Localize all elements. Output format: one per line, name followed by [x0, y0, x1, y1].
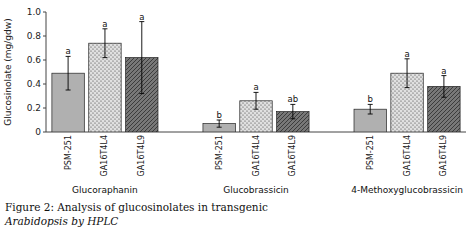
y-tick-label: 0.6	[27, 55, 42, 65]
error-bar-stem	[443, 76, 444, 98]
y-axis-line	[46, 12, 47, 132]
x-tick-label: PSM-251	[366, 135, 375, 170]
significance-label: a	[139, 12, 144, 22]
error-bar-cap	[441, 97, 446, 98]
error-bar	[290, 104, 295, 118]
bars	[52, 22, 460, 132]
labels: a PSM-251 b PSM-251 b PSM-251 a GA16T4L4 a GA16T4…	[64, 12, 449, 177]
x-tick-label: GA16T4L4	[100, 135, 109, 176]
chart: 0 0.2 0.4 0.6 0.8 1.0 Glucosinolate (mg/gdw) a P…	[0, 0, 474, 231]
x-tick-label: GA16T4L4	[403, 135, 412, 176]
significance-label: b	[216, 110, 221, 120]
group-label: Glucoraphanin	[72, 185, 138, 195]
y-tick-label: 0	[35, 127, 41, 137]
x-tick-label: PSM-251	[64, 135, 73, 170]
error-bar	[102, 29, 107, 58]
error-bar-cap	[66, 90, 71, 91]
error-bar-cap	[217, 127, 222, 128]
significance-label: a	[253, 82, 258, 92]
error-bar-stem	[104, 29, 105, 58]
caption: Arabidopsis by HPLC	[4, 215, 118, 227]
error-bar	[139, 22, 144, 94]
error-bar	[405, 59, 410, 88]
error-bar-stem	[141, 22, 142, 94]
y-tick-label: 0.4	[27, 79, 42, 89]
error-bar	[254, 92, 259, 109]
error-bar-cap	[368, 114, 373, 115]
significance-label: ab	[288, 94, 299, 104]
x-tick-label: GA16T4L9	[439, 135, 448, 176]
y-axis-label: Glucosinolate (mg/gdw)	[3, 18, 13, 125]
error-bar-stem	[370, 104, 371, 114]
error-bar	[368, 104, 373, 114]
error-bar-stem	[292, 104, 293, 118]
x-tick-label: GA16T4L9	[288, 135, 297, 176]
error-bar-cap	[290, 118, 295, 119]
error-bar-cap	[102, 57, 107, 58]
error-bar	[217, 120, 222, 127]
error-bar	[66, 56, 71, 90]
y-tick-label: 0.8	[27, 31, 42, 41]
significance-label: a	[404, 49, 409, 59]
error-bar-stem	[68, 56, 69, 90]
error-bar-stem	[256, 92, 257, 109]
y-tick-label: 0.2	[27, 103, 41, 113]
y-axis: 0 0.2 0.4 0.6 0.8 1.0	[27, 7, 46, 137]
caption: Figure 2: Analysis of glucosinolates in …	[5, 201, 268, 213]
significance-label: b	[368, 94, 373, 104]
significance-label: a	[102, 19, 107, 29]
error-bar-cap	[139, 93, 144, 94]
group-label: Glucobrassicin	[223, 185, 289, 195]
significance-label: a	[65, 46, 70, 56]
error-bar-cap	[405, 87, 410, 88]
significance-label: a	[441, 66, 446, 76]
y-tick-label: 1.0	[27, 7, 42, 17]
x-tick-label: GA16T4L9	[137, 135, 146, 176]
error-bar	[441, 76, 446, 98]
x-tick-label: PSM-251	[215, 135, 224, 170]
group-label: 4-Methoxyglucobrassicin	[351, 185, 463, 195]
error-bar-cap	[254, 109, 259, 110]
error-bar-stem	[407, 59, 408, 88]
x-tick-label: GA16T4L4	[252, 135, 261, 176]
error-bar-stem	[219, 120, 220, 127]
